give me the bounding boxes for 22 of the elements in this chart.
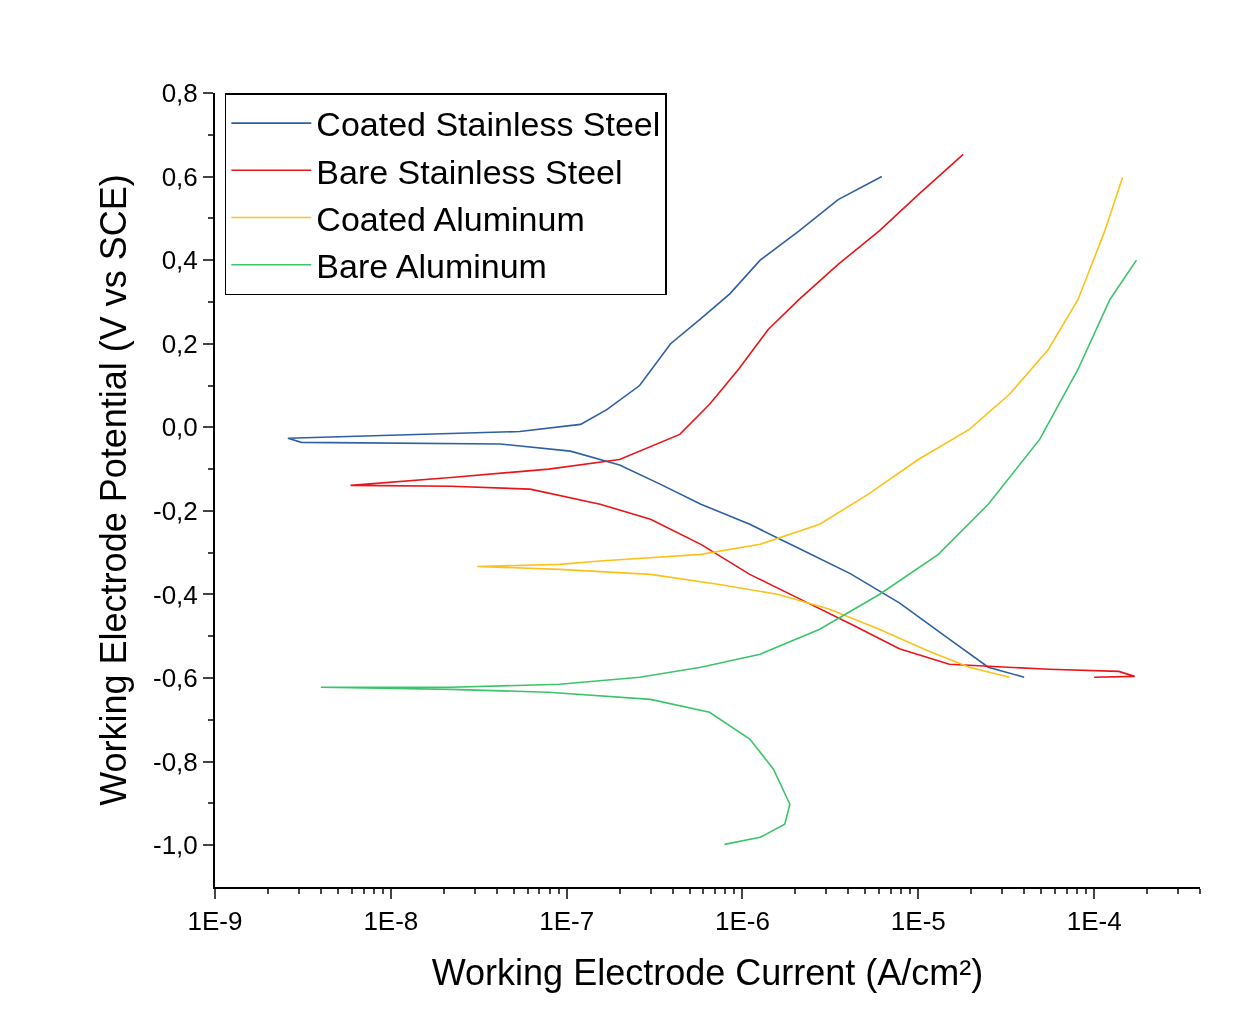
y-tick-label: -0,2 (152, 495, 198, 526)
y-tick-label: 0,8 (161, 78, 198, 109)
y-tick-label: 0,2 (161, 328, 198, 359)
y-tick-label: -0,8 (152, 746, 198, 777)
legend-label: Coated Aluminum (316, 199, 585, 238)
legend-label: Bare Aluminum (316, 246, 547, 285)
y-tick-label: -0,4 (152, 579, 198, 610)
y-axis-title: Working Electrode Potential (V vs SCE) (93, 174, 135, 806)
x-tick-label: 1E-6 (715, 906, 770, 937)
y-tick-label: -0,6 (152, 663, 198, 694)
x-tick-label: 1E-7 (539, 906, 595, 937)
legend-label: Coated Stainless Steel (316, 105, 661, 144)
x-axis-title: Working Electrode Current (A/cm²) (431, 952, 984, 994)
x-tick-label: 1E-4 (1066, 906, 1122, 937)
legend-label: Bare Stainless Steel (316, 152, 623, 191)
y-tick-label: 0,0 (161, 412, 198, 443)
y-tick-label: 0,6 (161, 161, 198, 192)
x-tick-label: 1E-9 (187, 906, 243, 937)
y-tick-label: 0,4 (161, 245, 198, 276)
x-tick-label: 1E-8 (363, 906, 419, 937)
x-tick-label: 1E-5 (890, 906, 946, 937)
y-tick-label: -1,0 (152, 830, 198, 861)
